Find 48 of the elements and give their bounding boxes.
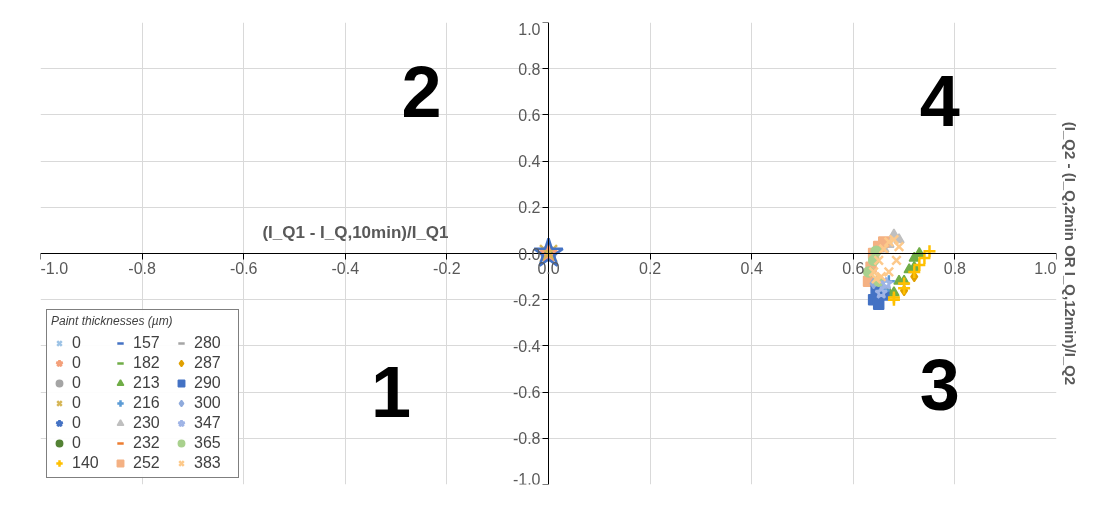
legend-label: 383: [194, 454, 222, 472]
legend-label: 182: [133, 354, 161, 372]
legend-label: 365: [194, 434, 222, 452]
y-tick-label: -0.2: [512, 291, 541, 309]
x-tick-label: 1.0: [1034, 259, 1057, 277]
y-tick-label: 0.8: [518, 60, 541, 78]
legend-label: 347: [194, 414, 222, 432]
legend-label: 0: [72, 374, 82, 392]
x-tick-label: -1.0: [40, 259, 69, 277]
annotation: 4: [919, 61, 960, 142]
x-tick-label: -0.6: [229, 259, 258, 277]
legend-label: 0: [72, 414, 82, 432]
y-tick-label: -0.4: [512, 337, 541, 355]
legend-label: 280: [194, 334, 222, 352]
y-tick-label: 1.0: [518, 20, 541, 38]
annotation: 2: [401, 51, 442, 132]
x-tick-label: 0.6: [842, 259, 865, 277]
y-tick-label: 0.2: [518, 199, 541, 217]
legend-label: 0: [72, 334, 82, 352]
x-tick-label: -0.4: [331, 259, 360, 277]
x-tick-label: -0.8: [128, 259, 156, 277]
y-tick-label: -0.6: [512, 384, 541, 402]
x-tick-label: 0.8: [943, 259, 967, 277]
legend-label: 290: [194, 374, 222, 392]
annotation: 1: [371, 352, 412, 433]
legend-label: 232: [133, 434, 161, 452]
legend-label: 0: [72, 354, 82, 372]
x-tick-label: -0.2: [433, 259, 461, 277]
legend-label: 216: [133, 394, 161, 412]
legend-label: 230: [133, 414, 161, 432]
legend-label: 252: [133, 454, 161, 472]
y-tick-label: -1.0: [512, 470, 541, 488]
x-tick-label: 0.2: [638, 259, 662, 277]
y-tick-label: 0.4: [518, 153, 541, 171]
annotation: 3: [919, 345, 960, 426]
legend-label: 157: [133, 334, 161, 352]
y-tick-label: 0.6: [518, 106, 541, 124]
x-tick-label: 0.4: [740, 259, 763, 277]
legend-label: 287: [194, 354, 222, 372]
x-axis-title: (I_Q1 - I_Q,10min)/I_Q1: [262, 223, 449, 243]
legend-title: Paint thicknesses (µm): [51, 314, 174, 328]
legend-label: 0: [72, 394, 82, 412]
y-tick-label: -0.8: [512, 430, 541, 448]
legend-label: 140: [72, 454, 100, 472]
legend-label: 0: [72, 434, 82, 452]
y-axis-title: (I_Q2 - (I_Q,2min OR I_Q,12min)/I_Q2: [1061, 121, 1079, 386]
legend-label: 300: [194, 394, 222, 412]
legend-label: 213: [133, 374, 161, 392]
